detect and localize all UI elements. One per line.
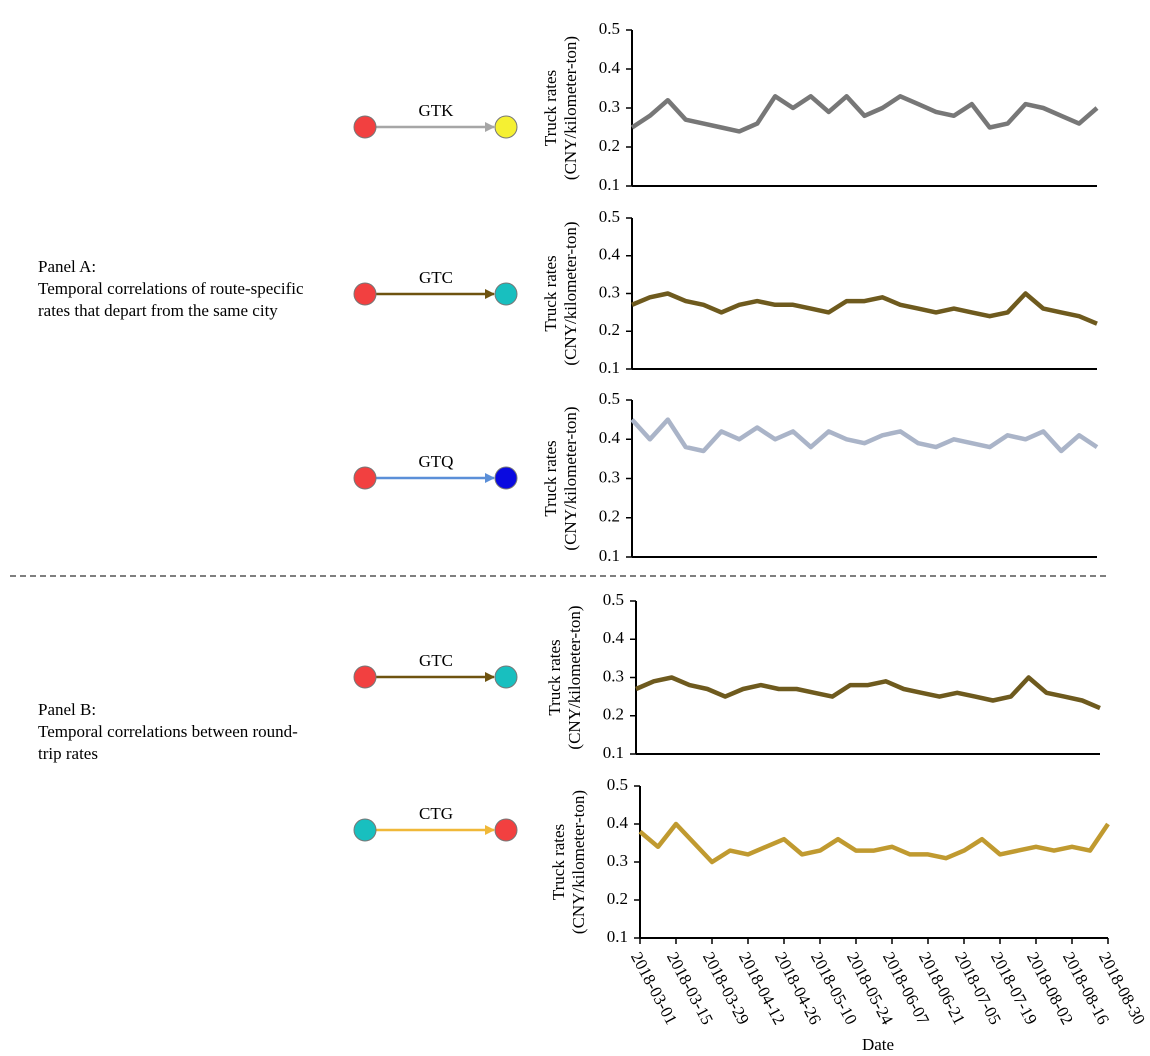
x-axis-label: Date bbox=[862, 1035, 894, 1054]
origin-node bbox=[353, 818, 377, 842]
destination-node bbox=[494, 818, 518, 842]
y-tick-label: 0.3 bbox=[599, 97, 620, 116]
origin-node bbox=[353, 282, 377, 306]
route-label: GTC bbox=[419, 651, 453, 670]
y-tick-label: 0.1 bbox=[603, 743, 624, 762]
y-axis-label: (CNY/kilometer-ton) bbox=[561, 406, 580, 550]
y-tick-label: 0.1 bbox=[599, 358, 620, 377]
y-axis-label: Truck rates bbox=[541, 255, 560, 331]
route-label: GTQ bbox=[419, 452, 454, 471]
y-tick-label: 0.5 bbox=[599, 389, 620, 408]
y-tick-label: 0.4 bbox=[599, 245, 621, 264]
panel-description: Temporal correlations between round- bbox=[38, 722, 298, 741]
y-tick-label: 0.4 bbox=[599, 58, 621, 77]
rate-line bbox=[630, 417, 1099, 454]
y-tick-label: 0.3 bbox=[607, 851, 628, 870]
y-axis-label: Truck rates bbox=[541, 440, 560, 516]
origin-node bbox=[353, 115, 377, 139]
y-axis-label: Truck rates bbox=[545, 639, 564, 715]
origin-node bbox=[353, 466, 377, 490]
y-tick-label: 0.2 bbox=[599, 507, 620, 526]
destination-node bbox=[494, 282, 518, 306]
y-axis-label: (CNY/kilometer-ton) bbox=[561, 36, 580, 180]
y-axis-label: (CNY/kilometer-ton) bbox=[561, 221, 580, 365]
panel-description: Temporal correlations of route-specific bbox=[38, 279, 304, 298]
y-tick-label: 0.3 bbox=[599, 467, 620, 486]
y-tick-label: 0.5 bbox=[599, 19, 620, 38]
y-axis-label: (CNY/kilometer-ton) bbox=[569, 790, 588, 934]
y-tick-label: 0.5 bbox=[603, 590, 624, 609]
y-tick-label: 0.1 bbox=[599, 175, 620, 194]
destination-node bbox=[494, 115, 518, 139]
y-tick-label: 0.2 bbox=[603, 705, 624, 724]
destination-node bbox=[494, 466, 518, 490]
panel-description: trip rates bbox=[38, 744, 98, 763]
panel-title: Panel A: bbox=[38, 257, 96, 276]
y-tick-label: 0.4 bbox=[603, 628, 625, 647]
y-tick-label: 0.4 bbox=[607, 813, 629, 832]
rate-line bbox=[631, 291, 1098, 326]
y-tick-label: 0.1 bbox=[599, 546, 620, 565]
y-tick-label: 0.3 bbox=[603, 666, 624, 685]
panel-title: Panel B: bbox=[38, 700, 96, 719]
route-label: GTC bbox=[419, 268, 453, 287]
destination-node bbox=[494, 665, 518, 689]
y-tick-label: 0.3 bbox=[599, 282, 620, 301]
panel-description: rates that depart from the same city bbox=[38, 301, 278, 320]
y-tick-label: 0.2 bbox=[607, 889, 628, 908]
rate-line bbox=[638, 821, 1110, 865]
rate-line bbox=[635, 675, 1101, 711]
y-tick-label: 0.5 bbox=[607, 775, 628, 794]
y-tick-label: 0.2 bbox=[599, 320, 620, 339]
y-tick-label: 0.5 bbox=[599, 207, 620, 226]
y-axis-label: (CNY/kilometer-ton) bbox=[565, 605, 584, 749]
y-axis-label: Truck rates bbox=[549, 824, 568, 900]
y-axis-label: Truck rates bbox=[541, 70, 560, 146]
route-label: GTK bbox=[419, 101, 455, 120]
origin-node bbox=[353, 665, 377, 689]
y-tick-label: 0.2 bbox=[599, 136, 620, 155]
y-tick-label: 0.1 bbox=[607, 927, 628, 946]
y-tick-label: 0.4 bbox=[599, 428, 621, 447]
route-label: CTG bbox=[419, 804, 453, 823]
rate-line bbox=[630, 94, 1099, 134]
